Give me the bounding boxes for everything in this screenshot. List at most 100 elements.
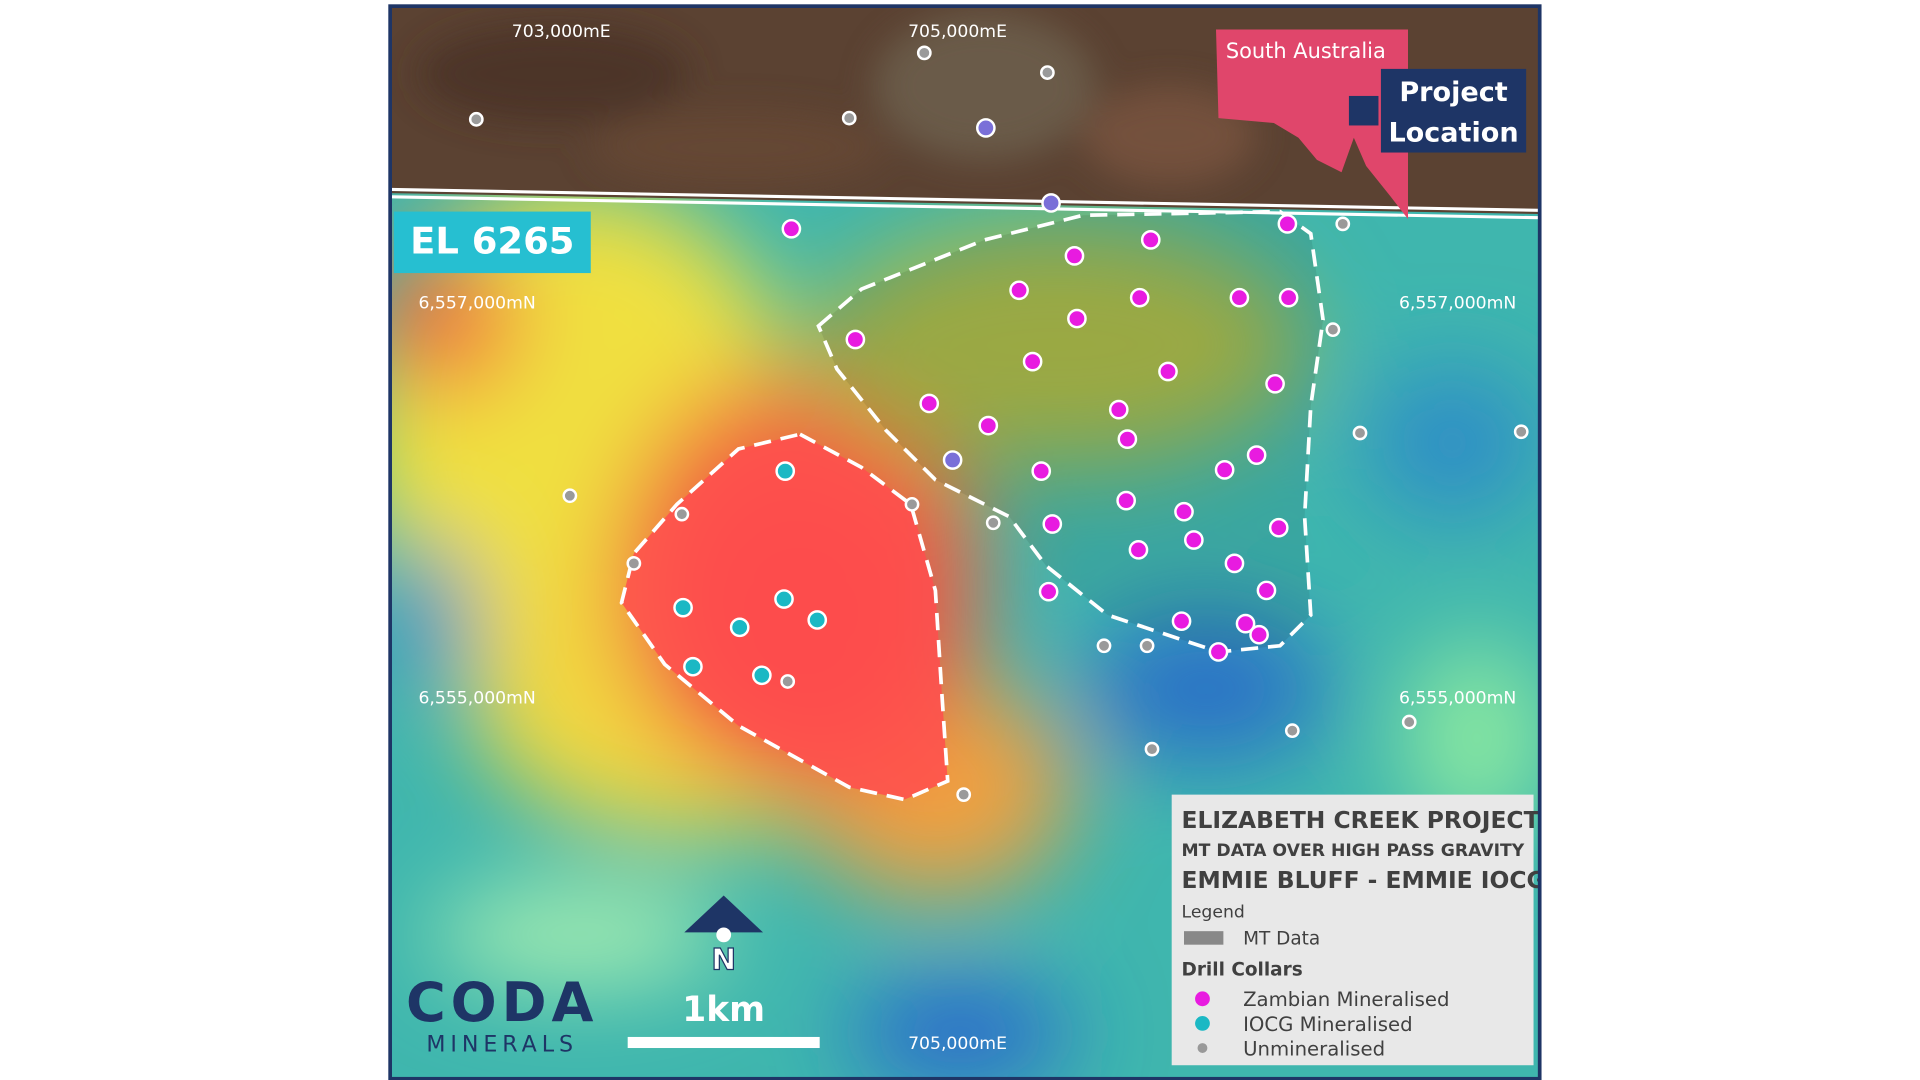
legend-box [1171, 794, 1534, 1066]
location-marker [1348, 95, 1379, 126]
easting-label: 705,000mE [908, 1034, 1007, 1054]
drill-collar [752, 665, 772, 686]
drill-collar [674, 506, 690, 522]
drill-collar [1116, 490, 1136, 511]
inset-state: South Australia [1226, 39, 1386, 63]
drill-collar [1256, 580, 1277, 601]
drill-collar [1042, 514, 1063, 534]
drill-collar [1064, 246, 1085, 266]
drill-collar [1040, 65, 1055, 80]
drill-collar [1325, 322, 1341, 338]
legend-swatch [1195, 1016, 1210, 1031]
scale-bar [627, 1036, 820, 1049]
drill-collar [1171, 611, 1192, 632]
legend-heading: Legend [1182, 903, 1245, 923]
drill-collar [1009, 280, 1029, 301]
drill-collar [1208, 642, 1229, 662]
legend-title: ELIZABETH CREEK PROJECT [1182, 806, 1540, 834]
north-dot [716, 927, 732, 943]
drill-collar [841, 110, 857, 126]
drill-collar [1265, 373, 1285, 394]
south-australia-inset [1216, 29, 1408, 219]
drill-collar [1140, 230, 1161, 250]
legend-subtitle: MT DATA OVER HIGH PASS GRAVITY [1182, 841, 1525, 861]
drill-collar [1235, 613, 1256, 634]
drill-collar [729, 617, 750, 638]
scale-label: 1km [682, 990, 765, 1030]
boundary-line [391, 195, 1539, 220]
drill-collar [1139, 638, 1155, 654]
drill-collar [1229, 287, 1250, 308]
tenement-box [393, 211, 591, 274]
heatmap [391, 193, 1539, 1078]
drill-collar [978, 415, 999, 436]
drill-collar [1067, 308, 1087, 329]
easting-label: 703,000mE [512, 22, 611, 42]
drill-collar [904, 496, 920, 512]
drill-collar [1246, 445, 1267, 465]
location-text: Location [1388, 117, 1518, 148]
map-body: 703,000mE 705,000mE 705,000mE 6,557,000m… [391, 7, 1546, 1078]
drill-collar [1144, 741, 1160, 757]
north-label: N [711, 942, 736, 976]
drill-collar [1038, 581, 1059, 602]
drill-collar [1352, 425, 1368, 441]
drill-collar [956, 787, 972, 803]
drill-collar [1096, 638, 1112, 654]
drill-collar [468, 111, 484, 127]
drill-collar [1268, 517, 1289, 538]
northing-label: 6,555,000mN [1399, 689, 1516, 709]
drill-collar [919, 393, 940, 414]
drill-collar [985, 515, 1001, 531]
drill-collar [916, 45, 932, 61]
iocg-outline [619, 432, 950, 802]
logo-sub: MINERALS [426, 1032, 578, 1058]
tenement-label: EL 6265 [410, 219, 574, 262]
drill-collar [1184, 530, 1204, 550]
drill-collar [1513, 424, 1529, 440]
drill-collar [1022, 351, 1043, 372]
drill-collar [1278, 287, 1299, 308]
northing-label: 6,557,000mN [1399, 294, 1516, 314]
legend-project: EMMIE BLUFF - EMMIE IOCG [1182, 866, 1546, 894]
drill-collar [1249, 624, 1269, 645]
legend-collars-heading: Drill Collars [1182, 959, 1303, 980]
drill-collar [1031, 461, 1052, 481]
drill-collar [673, 597, 693, 618]
map-frame [388, 4, 1542, 1080]
drill-collar [807, 610, 828, 630]
drill-collar [1174, 501, 1194, 522]
drill-collar [976, 118, 996, 138]
drill-collar [781, 218, 802, 239]
drill-collar [1277, 214, 1298, 234]
iocg-zone [621, 434, 948, 800]
drill-collar [942, 450, 963, 470]
drill-collar [1284, 723, 1300, 739]
legend-mt: MT Data [1243, 929, 1320, 950]
legend-item: Unmineralised [1243, 1037, 1385, 1060]
drill-collars [468, 45, 1529, 803]
legend-item: IOCG Mineralised [1243, 1013, 1413, 1036]
legend-swatch [1195, 991, 1210, 1007]
drill-collar [775, 461, 796, 481]
northing-label: 6,557,000mN [418, 294, 535, 314]
location-box [1380, 68, 1527, 153]
drill-collar [1401, 714, 1417, 730]
legend-swatch [1197, 1043, 1208, 1053]
drill-collar [1117, 429, 1138, 449]
legend-item: Zambian Mineralised [1243, 988, 1449, 1011]
drill-collar [562, 488, 578, 504]
drill-collar [845, 329, 866, 350]
drill-collar [774, 589, 794, 609]
north-arrow [684, 895, 764, 933]
drill-collar [780, 674, 796, 689]
logo-name: CODA [406, 971, 598, 1034]
drill-collar [626, 555, 642, 571]
drill-collar [1158, 361, 1178, 382]
drill-collar [1129, 287, 1150, 308]
location-text: Project [1399, 77, 1507, 108]
easting-label: 705,000mE [908, 22, 1007, 42]
drill-collar [1335, 216, 1351, 232]
drill-collar [1041, 193, 1061, 213]
